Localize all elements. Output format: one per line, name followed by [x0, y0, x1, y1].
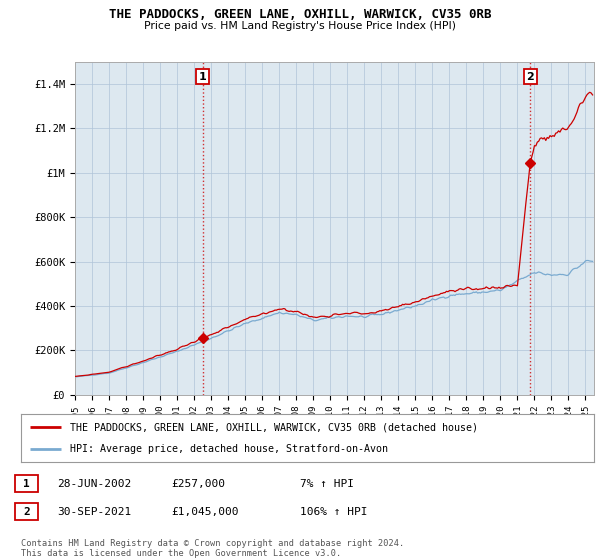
- Text: 106% ↑ HPI: 106% ↑ HPI: [300, 507, 367, 517]
- Text: 2: 2: [526, 72, 534, 82]
- Text: THE PADDOCKS, GREEN LANE, OXHILL, WARWICK, CV35 0RB: THE PADDOCKS, GREEN LANE, OXHILL, WARWIC…: [109, 8, 491, 21]
- Text: 28-JUN-2002: 28-JUN-2002: [57, 479, 131, 489]
- Text: THE PADDOCKS, GREEN LANE, OXHILL, WARWICK, CV35 0RB (detached house): THE PADDOCKS, GREEN LANE, OXHILL, WARWIC…: [70, 422, 478, 432]
- Text: £1,045,000: £1,045,000: [171, 507, 238, 517]
- Text: Price paid vs. HM Land Registry's House Price Index (HPI): Price paid vs. HM Land Registry's House …: [144, 21, 456, 31]
- Text: 2: 2: [23, 507, 30, 517]
- Text: £257,000: £257,000: [171, 479, 225, 489]
- Text: 1: 1: [199, 72, 206, 82]
- Text: 7% ↑ HPI: 7% ↑ HPI: [300, 479, 354, 489]
- Text: Contains HM Land Registry data © Crown copyright and database right 2024.
This d: Contains HM Land Registry data © Crown c…: [21, 539, 404, 558]
- Text: 1: 1: [23, 479, 30, 489]
- Text: 30-SEP-2021: 30-SEP-2021: [57, 507, 131, 517]
- Text: HPI: Average price, detached house, Stratford-on-Avon: HPI: Average price, detached house, Stra…: [70, 444, 388, 454]
